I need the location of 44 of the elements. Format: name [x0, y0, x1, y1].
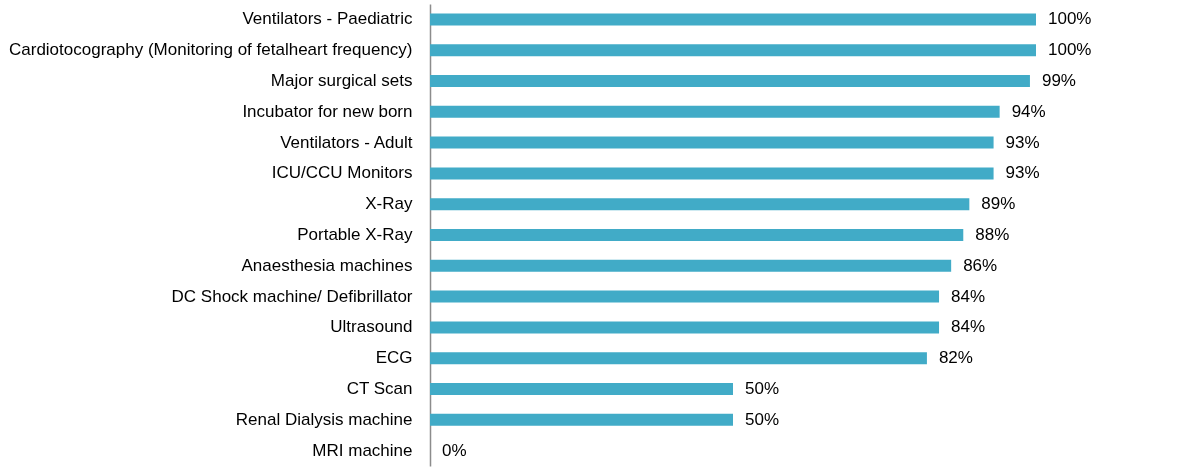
- data-label: 84%: [951, 317, 986, 337]
- bar: [430, 136, 994, 149]
- data-label: 84%: [951, 286, 986, 306]
- bar: [430, 44, 1036, 57]
- y-tick-label: CT Scan: [346, 379, 413, 398]
- data-label: 94%: [1011, 101, 1046, 121]
- bar: [430, 290, 940, 303]
- bar: [430, 75, 1030, 87]
- bar: [430, 229, 964, 241]
- y-tick-label: MRI machine: [312, 440, 413, 460]
- y-tick-label: Cardiotocography (Monitoring of fetalheart frequency): [9, 40, 413, 60]
- y-tick-label: ECG: [375, 348, 413, 368]
- data-label: 100%: [1048, 9, 1092, 29]
- bar: [430, 13, 1036, 26]
- data-label: 93%: [1005, 163, 1040, 183]
- y-tick-label: X-Ray: [365, 194, 413, 214]
- bar: [430, 167, 994, 180]
- bar: [430, 352, 927, 365]
- y-tick-label: Portable X-Ray: [297, 225, 413, 244]
- data-label: 86%: [963, 255, 998, 275]
- bar: [430, 105, 1000, 118]
- y-tick-label: Ventilators - Adult: [280, 132, 413, 152]
- data-label: 93%: [1005, 132, 1040, 152]
- data-label: 82%: [938, 348, 973, 368]
- bar: [430, 259, 952, 272]
- y-tick-label: DC Shock machine/ Defibrillator: [171, 286, 413, 306]
- data-label: 50%: [745, 409, 780, 429]
- bar: [430, 383, 733, 395]
- y-tick-label: Renal Dialysis machine: [235, 409, 413, 429]
- y-tick-label: Incubator for new born: [242, 101, 413, 121]
- bar: [430, 198, 970, 211]
- data-label: 88%: [975, 225, 1010, 244]
- data-label: 89%: [981, 194, 1016, 214]
- data-label: 100%: [1048, 40, 1092, 60]
- bar: [430, 413, 733, 426]
- y-tick-label: Ultrasound: [330, 317, 413, 337]
- data-label: 0%: [442, 440, 467, 460]
- y-tick-label: ICU/CCU Monitors: [271, 163, 413, 183]
- y-tick-label: Ventilators - Paediatric: [242, 9, 413, 29]
- y-tick-label: Anaesthesia machines: [241, 255, 413, 275]
- y-tick-label: Major surgical sets: [270, 71, 413, 90]
- data-label: 50%: [745, 379, 780, 398]
- data-label: 99%: [1041, 71, 1076, 90]
- bar: [430, 321, 940, 334]
